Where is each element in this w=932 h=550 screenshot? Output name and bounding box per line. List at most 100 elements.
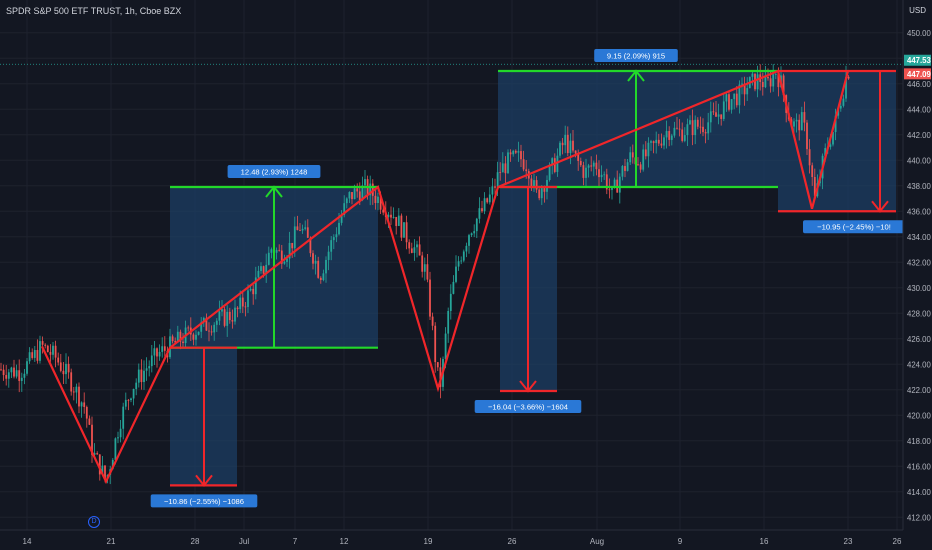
candle-body — [119, 428, 122, 438]
candle-body — [236, 307, 239, 310]
candle-body — [431, 316, 434, 326]
candle-body — [111, 459, 114, 470]
candle-body — [421, 255, 424, 272]
candle-body — [54, 345, 57, 358]
candle-body — [288, 242, 291, 259]
candle-body — [309, 237, 312, 254]
stop-arrow-head — [519, 380, 537, 393]
price-axis-bg — [903, 0, 932, 550]
candle-body — [845, 76, 847, 99]
candle-body — [397, 215, 400, 226]
price-badge — [904, 68, 931, 80]
candle-body — [353, 188, 356, 200]
candle-body — [18, 370, 21, 381]
candle-body — [722, 101, 725, 119]
candle-body — [5, 375, 8, 379]
measure-label: −16.04 (−3.66%) −1604 — [474, 400, 582, 414]
candle-body — [135, 382, 138, 390]
candle-body — [715, 112, 717, 117]
candle-body — [520, 151, 522, 160]
candle-body — [668, 131, 671, 140]
candle-body — [2, 369, 5, 376]
candle-body — [221, 309, 223, 312]
candle-body — [728, 94, 730, 110]
measure-label-bg — [227, 165, 321, 179]
candle-body — [382, 209, 385, 213]
candle-body — [629, 152, 632, 163]
candle-body — [332, 237, 335, 241]
candle-body — [267, 252, 270, 265]
candle-body — [176, 331, 179, 343]
candle-body — [213, 324, 216, 333]
candle-body — [65, 363, 67, 375]
candle-body — [514, 150, 517, 153]
candle-body — [140, 369, 143, 383]
candle-body — [210, 331, 213, 333]
y-tick-label: 428.00 — [907, 309, 932, 318]
candle-body — [689, 120, 691, 125]
candle-body — [104, 465, 106, 480]
dividend-marker[interactable]: D — [88, 516, 100, 528]
candle-body — [78, 386, 80, 407]
candle-body — [709, 111, 712, 123]
candle-body — [707, 122, 710, 134]
candle-body — [361, 185, 364, 201]
candle-body — [127, 399, 130, 401]
candle-body — [304, 227, 307, 229]
candle-body — [764, 76, 767, 88]
stop-arrow-head — [871, 200, 889, 213]
candle-body — [299, 230, 301, 231]
candle-body — [525, 169, 528, 172]
candle-body — [23, 373, 26, 378]
candle-body — [449, 293, 452, 311]
candle-body — [582, 165, 585, 178]
y-tick-label: 430.00 — [907, 284, 932, 293]
candle-body — [611, 187, 613, 190]
candle-body — [694, 119, 697, 136]
x-tick-label: Jul — [239, 537, 249, 546]
candle-body — [145, 368, 148, 371]
candle-body — [67, 363, 70, 373]
candle-body — [501, 163, 504, 173]
candle-body — [548, 164, 551, 181]
y-tick-label: 414.00 — [907, 488, 932, 497]
candle-body — [806, 122, 808, 150]
candle-body — [44, 344, 47, 346]
candle-body — [751, 73, 754, 77]
candle-body — [600, 174, 603, 178]
candle-body — [49, 351, 52, 355]
candle-body — [847, 76, 850, 79]
candle-body — [286, 258, 288, 262]
x-tick-label: 14 — [23, 537, 32, 546]
candle-body — [579, 160, 582, 166]
candle-body — [226, 311, 229, 326]
candle-body — [247, 290, 249, 307]
measure-label: −10.95 (−2.45%) −10! — [803, 220, 905, 234]
candle-body — [208, 330, 210, 332]
candle-body — [621, 166, 624, 177]
candle-body — [663, 137, 665, 146]
candle-body — [507, 152, 509, 174]
candle-body — [62, 370, 65, 375]
candle-body — [475, 218, 478, 232]
x-tick-label: 12 — [340, 537, 349, 546]
candle-body — [468, 235, 470, 246]
candle-body — [590, 165, 593, 167]
candle-body — [696, 119, 699, 127]
y-tick-label: 420.00 — [907, 411, 932, 420]
measure-label-bg — [474, 400, 582, 414]
candle-body — [603, 174, 606, 176]
candle-body — [122, 406, 125, 429]
candle-body — [395, 217, 398, 226]
candle-body — [452, 281, 455, 294]
candle-body — [423, 264, 426, 272]
candle-body — [598, 169, 600, 178]
candle-body — [481, 208, 483, 212]
price-badge-text: 447.53 — [907, 56, 932, 65]
chart-title: SPDR S&P 500 ETF TRUST, 1h, Cboe BZX — [6, 6, 182, 16]
candle-body — [148, 366, 151, 369]
candle-body — [31, 352, 34, 358]
candle-body — [33, 350, 36, 358]
candle-body — [88, 418, 91, 425]
